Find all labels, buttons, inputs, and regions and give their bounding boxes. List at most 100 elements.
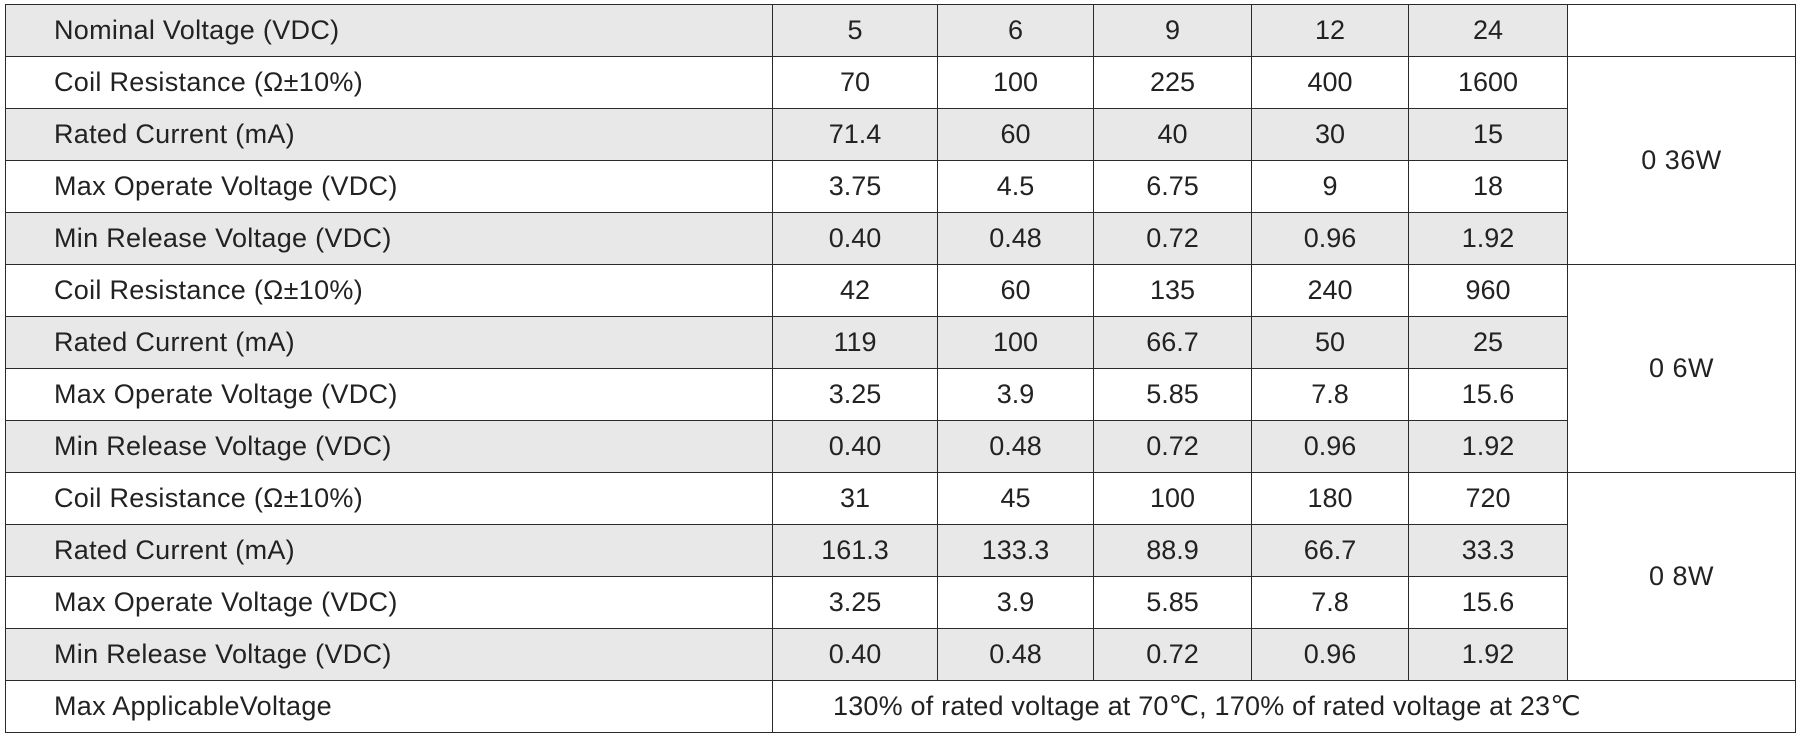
value-cell: 15.6: [1408, 576, 1568, 629]
coil-power-cell: 0 36W: [1567, 56, 1796, 265]
footer-row: Max ApplicableVoltage 130% of rated volt…: [5, 680, 1796, 733]
coil-power-cell: 0 6W: [1567, 264, 1796, 473]
header-voltage: 5: [772, 4, 938, 57]
value-cell: 240: [1251, 264, 1409, 317]
footer-label: Max ApplicableVoltage: [5, 680, 773, 733]
row-label: Rated Current (mA): [5, 316, 773, 369]
value-cell: 70: [772, 56, 938, 109]
value-cell: 18: [1408, 160, 1568, 213]
value-cell: 119: [772, 316, 938, 369]
value-cell: 31: [772, 472, 938, 525]
value-cell: 7.8: [1251, 368, 1409, 421]
value-cell: 0.40: [772, 212, 938, 265]
table-row: Coil Resistance (Ω±10%) 42 60 135 240 96…: [5, 264, 1796, 473]
row-label: Min Release Voltage (VDC): [5, 420, 773, 473]
spec-table-wrapper: Nominal Voltage (VDC) 5 6 9 12 24 Coil R…: [5, 4, 1796, 733]
row-label: Min Release Voltage (VDC): [5, 628, 773, 681]
table-row: Max Operate Voltage (VDC) 3.75 4.5 6.75 …: [5, 160, 1796, 213]
value-cell: 1.92: [1408, 212, 1568, 265]
value-cell: 60: [937, 264, 1094, 317]
value-cell: 0.96: [1251, 628, 1409, 681]
value-cell: 0.96: [1251, 420, 1409, 473]
value-cell: 9: [1251, 160, 1409, 213]
table-row: Max Operate Voltage (VDC) 3.25 3.9 5.85 …: [5, 576, 1796, 629]
value-cell: 133.3: [937, 524, 1094, 577]
table-row: Min Release Voltage (VDC) 0.40 0.48 0.72…: [5, 420, 1796, 473]
value-cell: 1.92: [1408, 420, 1568, 473]
value-cell: 45: [937, 472, 1094, 525]
table-row: Min Release Voltage (VDC) 0.40 0.48 0.72…: [5, 628, 1796, 681]
value-cell: 100: [1093, 472, 1252, 525]
value-cell: 0.40: [772, 628, 938, 681]
value-cell: 0.72: [1093, 628, 1252, 681]
value-cell: 40: [1093, 108, 1252, 161]
value-cell: 3.9: [937, 576, 1094, 629]
row-label: Max Operate Voltage (VDC): [5, 160, 773, 213]
value-cell: 180: [1251, 472, 1409, 525]
header-voltage: 6: [937, 4, 1094, 57]
row-label: Max Operate Voltage (VDC): [5, 368, 773, 421]
value-cell: 0.48: [937, 628, 1094, 681]
coil-spec-table: Nominal Voltage (VDC) 5 6 9 12 24 Coil R…: [5, 4, 1796, 733]
value-cell: 960: [1408, 264, 1568, 317]
header-voltage: 9: [1093, 4, 1252, 57]
value-cell: 720: [1408, 472, 1568, 525]
row-label: Rated Current (mA): [5, 108, 773, 161]
table-row: Coil Resistance (Ω±10%) 70 100 225 400 1…: [5, 56, 1796, 265]
value-cell: 88.9: [1093, 524, 1252, 577]
value-cell: 1.92: [1408, 628, 1568, 681]
value-cell: 42: [772, 264, 938, 317]
value-cell: 33.3: [1408, 524, 1568, 577]
table-row: Rated Current (mA) 71.4 60 40 30 15: [5, 108, 1796, 161]
header-voltage: 24: [1408, 4, 1568, 57]
table-row: Rated Current (mA) 119 100 66.7 50 25: [5, 316, 1796, 369]
table-row: Coil Resistance (Ω±10%) 31 45 100 180 72…: [5, 472, 1796, 681]
value-cell: 7.8: [1251, 576, 1409, 629]
header-voltage: 12: [1251, 4, 1409, 57]
row-label: Rated Current (mA): [5, 524, 773, 577]
value-cell: 66.7: [1093, 316, 1252, 369]
table-row: Rated Current (mA) 161.3 133.3 88.9 66.7…: [5, 524, 1796, 577]
value-cell: 15.6: [1408, 368, 1568, 421]
value-cell: 161.3: [772, 524, 938, 577]
value-cell: 0.48: [937, 212, 1094, 265]
value-cell: 0.48: [937, 420, 1094, 473]
value-cell: 0.72: [1093, 212, 1252, 265]
value-cell: 5.85: [1093, 368, 1252, 421]
header-row: Nominal Voltage (VDC) 5 6 9 12 24: [5, 4, 1796, 57]
value-cell: 0.40: [772, 420, 938, 473]
value-cell: 225: [1093, 56, 1252, 109]
row-label: Coil Resistance (Ω±10%): [5, 264, 773, 317]
value-cell: 100: [937, 316, 1094, 369]
value-cell: 135: [1093, 264, 1252, 317]
header-blank-cell: [1567, 4, 1796, 57]
value-cell: 4.5: [937, 160, 1094, 213]
value-cell: 25: [1408, 316, 1568, 369]
table-row: Max Operate Voltage (VDC) 3.25 3.9 5.85 …: [5, 368, 1796, 421]
value-cell: 400: [1251, 56, 1409, 109]
value-cell: 3.9: [937, 368, 1094, 421]
value-cell: 71.4: [772, 108, 938, 161]
value-cell: 3.75: [772, 160, 938, 213]
row-label: Coil Resistance (Ω±10%): [5, 56, 773, 109]
row-label: Coil Resistance (Ω±10%): [5, 472, 773, 525]
value-cell: 66.7: [1251, 524, 1409, 577]
row-label: Min Release Voltage (VDC): [5, 212, 773, 265]
value-cell: 0.96: [1251, 212, 1409, 265]
row-label: Max Operate Voltage (VDC): [5, 576, 773, 629]
value-cell: 1600: [1408, 56, 1568, 109]
value-cell: 50: [1251, 316, 1409, 369]
value-cell: 3.25: [772, 576, 938, 629]
coil-power-cell: 0 8W: [1567, 472, 1796, 681]
value-cell: 0.72: [1093, 420, 1252, 473]
value-cell: 3.25: [772, 368, 938, 421]
value-cell: 60: [937, 108, 1094, 161]
value-cell: 15: [1408, 108, 1568, 161]
value-cell: 6.75: [1093, 160, 1252, 213]
value-cell: 5.85: [1093, 576, 1252, 629]
value-cell: 100: [937, 56, 1094, 109]
table-body: Nominal Voltage (VDC) 5 6 9 12 24 Coil R…: [5, 4, 1796, 733]
value-cell: 30: [1251, 108, 1409, 161]
header-label: Nominal Voltage (VDC): [5, 4, 773, 57]
footer-note: 130% of rated voltage at 70℃, 170% of ra…: [772, 680, 1796, 733]
